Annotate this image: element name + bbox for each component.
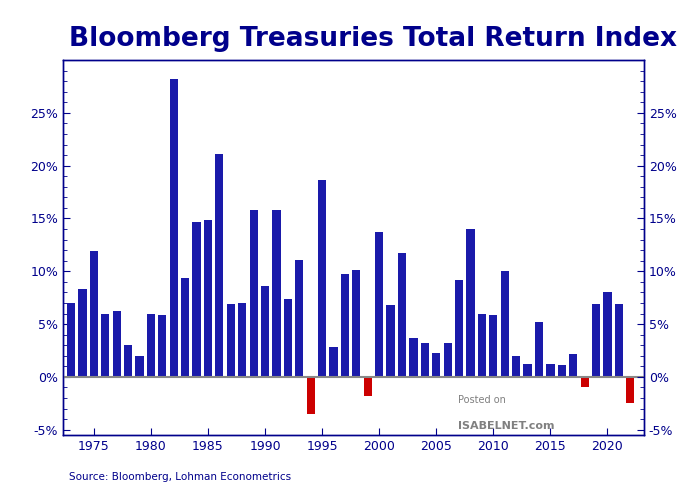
Bar — [444, 343, 452, 377]
Text: Bloomberg Treasuries Total Return Index: Bloomberg Treasuries Total Return Index — [69, 26, 677, 52]
Bar — [535, 322, 543, 377]
Bar — [603, 292, 612, 377]
Bar — [216, 154, 223, 377]
Bar — [261, 286, 269, 377]
Bar — [364, 377, 372, 396]
Text: ISABELNET.com: ISABELNET.com — [458, 421, 554, 431]
Bar — [341, 274, 349, 377]
Bar — [569, 354, 577, 377]
Bar — [398, 254, 406, 377]
Bar — [410, 338, 417, 377]
Bar — [272, 210, 281, 377]
Bar — [489, 314, 498, 377]
Bar — [432, 352, 440, 377]
Bar — [147, 314, 155, 377]
Bar — [558, 366, 566, 377]
Bar — [284, 298, 292, 377]
Bar — [580, 377, 589, 388]
Bar — [101, 314, 109, 377]
Bar — [318, 180, 326, 377]
Bar — [78, 289, 87, 377]
Bar — [249, 210, 258, 377]
Bar — [238, 303, 246, 377]
Text: Source: Bloomberg, Lohman Econometrics: Source: Bloomberg, Lohman Econometrics — [69, 472, 291, 482]
Bar — [478, 314, 486, 377]
Bar — [466, 229, 475, 377]
Bar — [375, 232, 384, 377]
Bar — [193, 222, 201, 377]
Bar — [500, 272, 509, 377]
Bar — [546, 364, 554, 377]
Bar — [181, 278, 189, 377]
Bar — [626, 377, 634, 404]
Bar — [204, 220, 212, 377]
Bar — [124, 345, 132, 377]
Bar — [512, 356, 520, 377]
Text: Posted on: Posted on — [458, 395, 506, 405]
Bar — [386, 305, 395, 377]
Bar — [307, 377, 315, 414]
Bar — [421, 343, 429, 377]
Bar — [615, 304, 623, 377]
Bar — [592, 304, 600, 377]
Bar — [352, 270, 361, 377]
Bar — [158, 314, 167, 377]
Bar — [113, 312, 121, 377]
Bar — [330, 348, 337, 377]
Bar — [67, 303, 75, 377]
Bar — [295, 260, 303, 377]
Bar — [455, 280, 463, 377]
Bar — [135, 356, 143, 377]
Bar — [169, 79, 178, 377]
Bar — [524, 364, 532, 377]
Bar — [227, 304, 235, 377]
Bar — [90, 251, 98, 377]
